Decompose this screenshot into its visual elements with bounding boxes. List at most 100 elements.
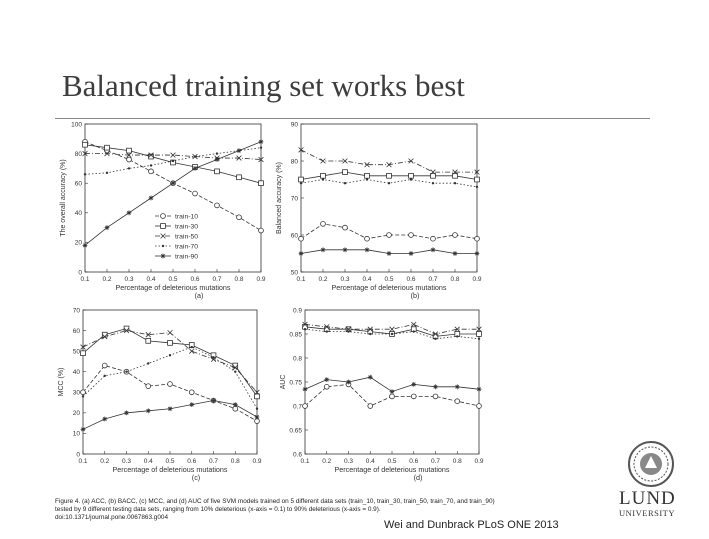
- x-tick-label: 0.8: [450, 276, 459, 283]
- y-axis-label: MCC (%): [58, 368, 65, 397]
- legend-marker: [160, 213, 166, 219]
- data-point: [82, 150, 88, 157]
- legend-entry: train-70: [155, 243, 198, 250]
- y-tick-label: 30: [73, 390, 81, 397]
- figure-caption: Figure 4. (a) ACC, (b) BACC, (c) MCC, an…: [55, 498, 495, 522]
- data-point: [259, 146, 263, 149]
- data-point: [232, 402, 238, 408]
- y-tick-label: 80: [75, 151, 83, 158]
- data-point: [214, 202, 220, 209]
- data-point: [474, 176, 480, 183]
- data-point: [214, 157, 220, 162]
- data-point: [387, 182, 391, 185]
- legend-label: train-30: [175, 223, 198, 230]
- x-tick-label: 0.4: [144, 458, 153, 465]
- data-point: [342, 224, 348, 231]
- data-point: [345, 326, 352, 332]
- x-tick-label: 0.7: [431, 458, 440, 465]
- y-tick-label: 60: [75, 181, 83, 188]
- data-point: [456, 335, 459, 338]
- data-point: [299, 182, 303, 185]
- data-point: [476, 331, 482, 337]
- lund-university-logo: LUND UNIVERSITY: [616, 440, 686, 520]
- data-point: [80, 344, 86, 350]
- logo-subword: UNIVERSITY: [619, 508, 675, 518]
- data-point: [103, 374, 106, 378]
- data-point: [367, 403, 374, 409]
- y-tick-label: 0.85: [289, 331, 302, 338]
- x-tick-label: 0.6: [187, 458, 196, 465]
- data-point: [453, 182, 457, 185]
- data-point: [386, 251, 392, 256]
- series-train-30: [80, 325, 260, 400]
- series-train-70: [303, 328, 481, 340]
- panel-label: (d): [414, 473, 423, 482]
- data-point: [475, 185, 479, 189]
- data-point: [254, 414, 260, 420]
- data-point: [254, 389, 260, 395]
- data-point: [411, 382, 417, 387]
- data-point: [148, 153, 154, 160]
- figure-panels: 0.1 0.2 0.3 0.4 0.5 0.6 0.7 0.8 0.9020406080100P…: [58, 122, 484, 482]
- data-point: [81, 395, 85, 398]
- y-tick-label: 0.8: [293, 355, 302, 362]
- legend-label: train-90: [175, 253, 198, 260]
- x-tick-label: 0.3: [344, 458, 353, 465]
- panel-label: (c): [192, 473, 200, 482]
- data-point: [364, 162, 370, 168]
- data-point: [408, 232, 414, 238]
- data-point: [298, 147, 304, 153]
- data-point: [83, 173, 87, 176]
- data-point: [214, 168, 220, 175]
- data-point: [104, 144, 110, 151]
- data-point: [408, 173, 414, 179]
- data-point: [430, 169, 436, 175]
- data-point: [364, 173, 370, 179]
- data-point: [82, 242, 88, 248]
- data-point: [342, 158, 348, 164]
- data-point: [409, 178, 413, 181]
- x-tick-label: 0.3: [124, 276, 133, 283]
- data-point: [454, 384, 460, 390]
- data-point: [389, 389, 395, 394]
- data-point: [303, 328, 307, 331]
- data-point: [258, 180, 264, 186]
- slide-title: Balanced training set works best: [62, 68, 465, 103]
- plot-frame: [84, 123, 262, 273]
- series-train-10: [302, 381, 482, 409]
- data-point: [454, 398, 461, 405]
- data-point: [148, 195, 154, 201]
- chart-panel-b: 0.1 0.2 0.3 0.4 0.5 0.6 0.7 0.8 0.9 50 60 70 80 90 Per…: [276, 122, 482, 300]
- series-line: [82, 400, 258, 430]
- data-point: [127, 167, 131, 170]
- x-tick-label: 0.5: [387, 458, 396, 465]
- y-tick-label: 50: [291, 269, 299, 276]
- legend-marker: [160, 223, 166, 229]
- data-point: [254, 418, 260, 424]
- data-point: [215, 152, 219, 155]
- data-point: [168, 354, 172, 357]
- x-tick-label: 0.6: [190, 276, 199, 283]
- data-point: [476, 403, 482, 409]
- data-point: [125, 370, 128, 373]
- data-point: [167, 340, 173, 346]
- data-point: [145, 408, 151, 414]
- data-point: [386, 232, 392, 238]
- x-tick-label: 0.8: [453, 458, 462, 465]
- x-tick-label: 0.2: [322, 458, 331, 465]
- x-tick-label: 0.8: [234, 276, 243, 283]
- x-axis-label: Percentage of deleterious mutations: [334, 465, 449, 474]
- data-point: [298, 176, 304, 183]
- x-axis-label: Percentage of deleterious mutations: [112, 465, 227, 474]
- y-tick-label: 0.75: [289, 379, 302, 386]
- series-train-50: [80, 327, 260, 395]
- data-point: [302, 403, 308, 409]
- x-tick-label: 0.5: [168, 276, 177, 283]
- legend-entry: train-30: [155, 223, 198, 230]
- x-tick-label: 0.1: [80, 276, 89, 283]
- data-point: [80, 389, 86, 396]
- data-point: [432, 331, 439, 337]
- data-point: [170, 180, 176, 186]
- data-point: [367, 326, 373, 332]
- data-point: [476, 326, 482, 332]
